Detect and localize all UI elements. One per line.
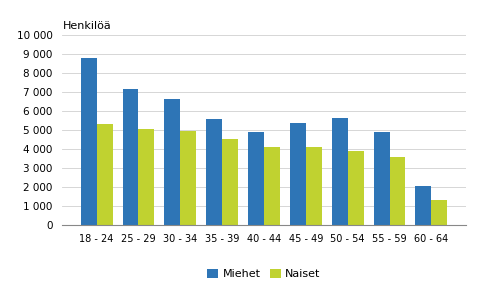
Bar (332, 118, 348, 225)
Bar (165, 99, 180, 225)
Bar (373, 132, 390, 225)
Bar (138, 129, 155, 225)
Text: Henkilöä: Henkilöä (62, 21, 111, 31)
Bar (248, 132, 264, 225)
Bar (264, 147, 280, 225)
Bar (390, 157, 406, 225)
Bar (348, 151, 363, 225)
Bar (306, 147, 322, 225)
Bar (416, 186, 432, 225)
Bar (206, 119, 222, 225)
Bar (96, 124, 112, 225)
Bar (432, 200, 447, 225)
Bar (222, 139, 238, 225)
Bar (81, 58, 96, 225)
Bar (122, 89, 138, 225)
Bar (180, 130, 196, 225)
Bar (290, 123, 306, 225)
Legend: Miehet, Naiset: Miehet, Naiset (203, 264, 325, 284)
